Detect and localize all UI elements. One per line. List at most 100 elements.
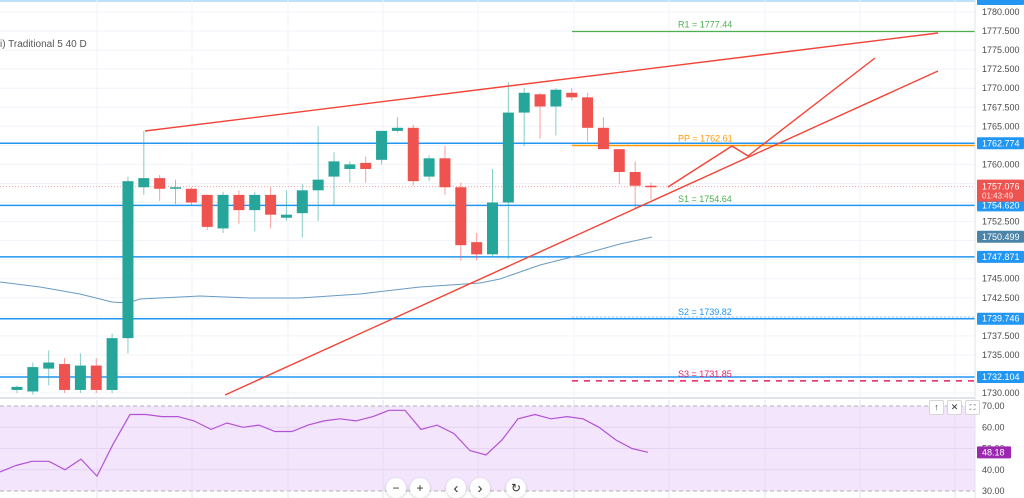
candle[interactable] [391, 117, 403, 133]
top-strip [0, 0, 975, 2]
candle[interactable] [170, 179, 181, 205]
last-price-label: 1757.076 [982, 182, 1020, 192]
pivot-s2-label: S2 = 1739.82 [678, 307, 732, 317]
candle[interactable] [582, 92, 594, 142]
candle[interactable] [265, 187, 277, 229]
candle[interactable] [249, 191, 261, 232]
candle[interactable] [360, 156, 372, 183]
candle-body [629, 172, 641, 186]
candle[interactable] [407, 124, 419, 186]
candle[interactable] [328, 152, 340, 206]
candle[interactable] [280, 190, 292, 221]
candle[interactable] [439, 146, 451, 195]
candle[interactable] [645, 182, 657, 200]
price-tick-label: 1737.500 [982, 331, 1020, 341]
candle[interactable] [233, 190, 245, 224]
price-tick-label: 1775.000 [982, 45, 1020, 55]
candle[interactable] [27, 362, 39, 395]
price-tick-label: 1767.500 [982, 102, 1020, 112]
candle-body [391, 127, 403, 131]
candle[interactable] [487, 168, 498, 256]
candle-body [280, 214, 292, 218]
candle[interactable] [312, 126, 324, 221]
rsi-tick-label: 70.00 [982, 401, 1005, 411]
pivot-s3-label: S3 = 1731.85 [678, 369, 732, 379]
candle-body [439, 158, 451, 188]
maximize-pane-button[interactable]: ⛶ [965, 400, 980, 415]
reset-icon: ↻ [510, 481, 522, 495]
close-pane-button[interactable]: ✕ [947, 400, 962, 415]
candle[interactable] [423, 155, 435, 182]
candle-body [471, 242, 483, 255]
chart-navigation-controls: − + ‹ › ↻ [386, 478, 526, 498]
price-tick-label: 1730.000 [982, 388, 1020, 398]
candle[interactable] [629, 161, 641, 209]
candle[interactable] [43, 350, 55, 386]
candle[interactable] [122, 176, 134, 354]
candle[interactable] [518, 88, 530, 147]
candle[interactable] [613, 149, 625, 185]
projection-path[interactable] [667, 57, 876, 188]
level-price-badge-label: 1739.746 [982, 314, 1020, 324]
price-scale[interactable] [975, 0, 1024, 498]
level-price-badge-label: 1732.104 [982, 372, 1020, 382]
bar-countdown-label: 01:43:49 [982, 192, 1014, 201]
candle[interactable] [566, 88, 578, 101]
candle-body [645, 185, 657, 188]
candle-body [312, 179, 324, 191]
candle[interactable] [455, 182, 467, 261]
candle-body [11, 386, 23, 390]
candle[interactable] [74, 353, 86, 393]
maximize-icon: ⛶ [969, 402, 976, 412]
candle[interactable] [138, 130, 150, 195]
candle[interactable] [550, 88, 562, 136]
candle-body [249, 194, 261, 211]
top-price-badge [977, 0, 1024, 5]
candle[interactable] [597, 117, 609, 150]
move-pane-up-button[interactable]: ↑ [929, 400, 944, 415]
candle[interactable] [217, 191, 229, 233]
candle[interactable] [185, 187, 197, 206]
arrow-up-icon: ↑ [934, 402, 939, 412]
candle[interactable] [376, 130, 388, 165]
candle-body [534, 94, 546, 107]
candle-body [201, 194, 213, 227]
candle[interactable] [534, 92, 546, 139]
candle[interactable] [471, 232, 483, 261]
candle[interactable] [502, 82, 514, 259]
rsi-tick-label: 30.00 [982, 486, 1005, 496]
candle-body [74, 365, 86, 390]
candle[interactable] [90, 357, 102, 393]
pivot-r1-label: R1 = 1777.44 [678, 20, 732, 30]
candle-body [43, 362, 55, 369]
zoom-in-button[interactable]: + [410, 478, 430, 498]
scroll-left-button[interactable]: ‹ [446, 478, 466, 498]
candle[interactable] [106, 333, 118, 393]
upper-trendline[interactable] [144, 32, 939, 132]
lower-trendline[interactable] [224, 70, 939, 396]
minus-icon: − [392, 481, 400, 495]
candle-body [613, 149, 625, 173]
level-price-badge [977, 370, 1024, 383]
candle[interactable] [154, 175, 166, 201]
candle[interactable] [59, 357, 71, 393]
zoom-out-button[interactable]: − [386, 478, 406, 498]
candle[interactable] [296, 184, 308, 238]
candle-body [106, 338, 118, 390]
price-tick-label: 1765.000 [982, 121, 1020, 131]
price-tick-label: 1770.000 [982, 83, 1020, 93]
candle-body [423, 158, 435, 177]
candle[interactable] [201, 194, 213, 230]
reset-chart-button[interactable]: ↻ [506, 478, 526, 498]
candle[interactable] [344, 161, 356, 183]
rsi-line [0, 409, 649, 478]
rsi-tick-label: 60.00 [982, 422, 1005, 432]
candle-body [328, 161, 340, 177]
rsi-pane-controls: ↑ ✕ ⛶ [929, 400, 980, 415]
candle[interactable] [11, 385, 23, 393]
scroll-right-button[interactable]: › [470, 478, 490, 498]
candle-body [550, 89, 562, 107]
candle-body [344, 164, 356, 169]
